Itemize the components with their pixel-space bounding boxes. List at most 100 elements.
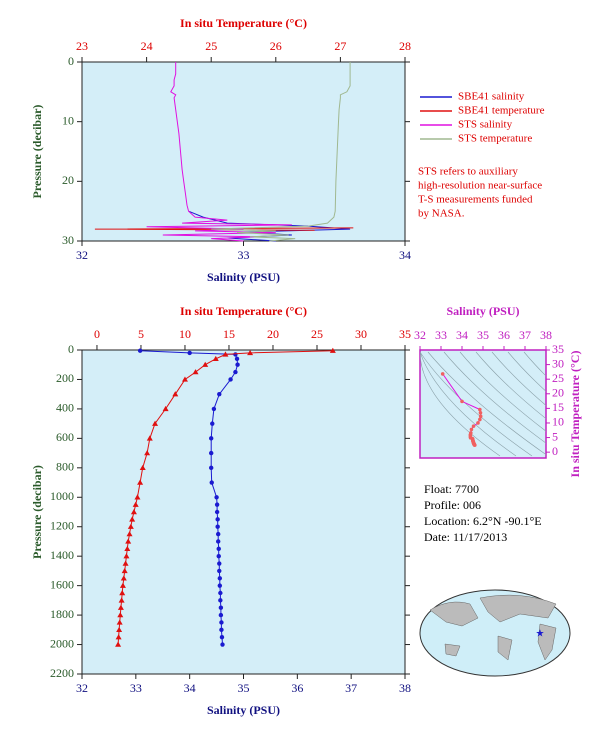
svg-text:★: ★: [536, 628, 545, 639]
isopycnal: [491, 351, 546, 406]
note: STS refers to auxiliary: [418, 166, 518, 178]
x-tick-label: 34: [399, 248, 411, 262]
data-point: [121, 567, 128, 574]
ts-point: [469, 427, 474, 432]
data-point: [234, 356, 240, 362]
x-tick-label: 38: [540, 328, 552, 342]
data-point: [127, 523, 134, 529]
isopycnal: [475, 351, 546, 420]
y-axis-title: Pressure (decibar): [30, 105, 44, 199]
profile-line: [211, 62, 351, 242]
x2-axis-title: In situ Temperature (°C): [180, 16, 307, 30]
y-axis-title: In situ Temperature (°C): [568, 351, 582, 478]
x-tick-label: 38: [399, 681, 411, 695]
x-tick-label: 34: [456, 328, 468, 342]
y-tick-label: 200: [56, 371, 74, 385]
data-point: [125, 538, 132, 544]
x-tick-label: 36: [291, 681, 303, 695]
data-point: [215, 517, 220, 522]
data-point: [116, 619, 123, 625]
isopycnal: [427, 351, 546, 455]
data-point: [137, 348, 143, 353]
y-tick-label: 30: [62, 233, 74, 247]
y-tick-label: 1800: [50, 607, 74, 621]
data-point: [233, 369, 238, 375]
x2-tick-label: 30: [355, 327, 367, 341]
x-tick-label: 37: [519, 328, 531, 342]
x2-tick-label: 35: [399, 327, 411, 341]
x-tick-label: 32: [76, 248, 88, 262]
legend-label: STS salinity: [458, 119, 513, 131]
float-info: Location: 6.2°N -90.1°E: [424, 514, 542, 528]
y-tick-label: 1000: [50, 489, 74, 503]
data-point: [209, 436, 214, 441]
x-tick-label: 37: [345, 681, 357, 695]
ts-point: [440, 372, 445, 376]
data-point: [119, 590, 126, 596]
data-point: [129, 516, 136, 522]
data-point: [217, 561, 222, 566]
x2-tick-label: 23: [76, 39, 88, 53]
data-point: [209, 465, 214, 471]
y-tick-label: 15: [552, 400, 564, 414]
y-tick-label: 30: [552, 356, 564, 370]
x-tick-label: 36: [498, 328, 510, 342]
y-tick-label: 25: [552, 371, 564, 385]
y-tick-label: 400: [56, 401, 74, 415]
isopycnal: [523, 351, 546, 377]
data-point: [187, 350, 192, 356]
x2-tick-label: 5: [138, 327, 144, 341]
data-point: [124, 545, 131, 552]
data-point: [132, 501, 139, 507]
note: T-S measurements funded: [418, 194, 533, 206]
data-point: [218, 598, 223, 603]
x2-tick-label: 15: [223, 327, 235, 341]
x2-tick-label: 0: [94, 327, 100, 341]
y-tick-label: 2200: [50, 666, 74, 680]
ts-point: [476, 421, 480, 425]
data-point: [218, 612, 224, 618]
isopycnal: [420, 351, 501, 457]
x-tick-label: 33: [238, 248, 250, 262]
data-point: [215, 539, 221, 544]
isopycnal: [420, 351, 517, 457]
world-map: ★: [419, 589, 571, 677]
y-tick-label: 0: [68, 54, 74, 68]
data-point: [217, 391, 222, 397]
data-point: [137, 479, 144, 485]
y-tick-label: 10: [62, 113, 74, 127]
ts-point: [478, 417, 482, 422]
y-axis-title: Pressure (decibar): [30, 465, 44, 559]
note: by NASA.: [418, 208, 465, 220]
data-point: [126, 531, 133, 537]
data-point: [152, 420, 159, 426]
y-tick-label: 35: [552, 342, 564, 356]
ts-point: [478, 407, 482, 412]
plot-area: [81, 349, 406, 675]
x-tick-label: 35: [238, 681, 250, 695]
data-point: [146, 435, 153, 441]
data-point: [119, 582, 126, 588]
x-tick-label: 33: [435, 328, 447, 342]
x-tick-label: 32: [76, 681, 88, 695]
data-point: [122, 560, 129, 566]
data-point: [139, 464, 146, 471]
data-point: [216, 553, 221, 559]
data-point: [172, 391, 179, 397]
data-point: [214, 509, 220, 515]
legend-label: SBE41 salinity: [458, 91, 525, 103]
ts-point: [473, 443, 477, 447]
y-tick-label: 1400: [50, 548, 74, 562]
y-tick-label: 800: [56, 460, 74, 474]
y-tick-label: 1600: [50, 577, 74, 591]
note: high-resolution near-surface: [418, 180, 542, 192]
ts-point: [471, 424, 476, 428]
data-point: [214, 502, 220, 507]
data-point: [219, 634, 225, 640]
data-point: [212, 355, 219, 362]
data-point: [144, 450, 151, 456]
x-axis-title: Salinity (PSU): [446, 304, 519, 318]
x-tick-label: 35: [477, 328, 489, 342]
data-point: [118, 597, 125, 603]
